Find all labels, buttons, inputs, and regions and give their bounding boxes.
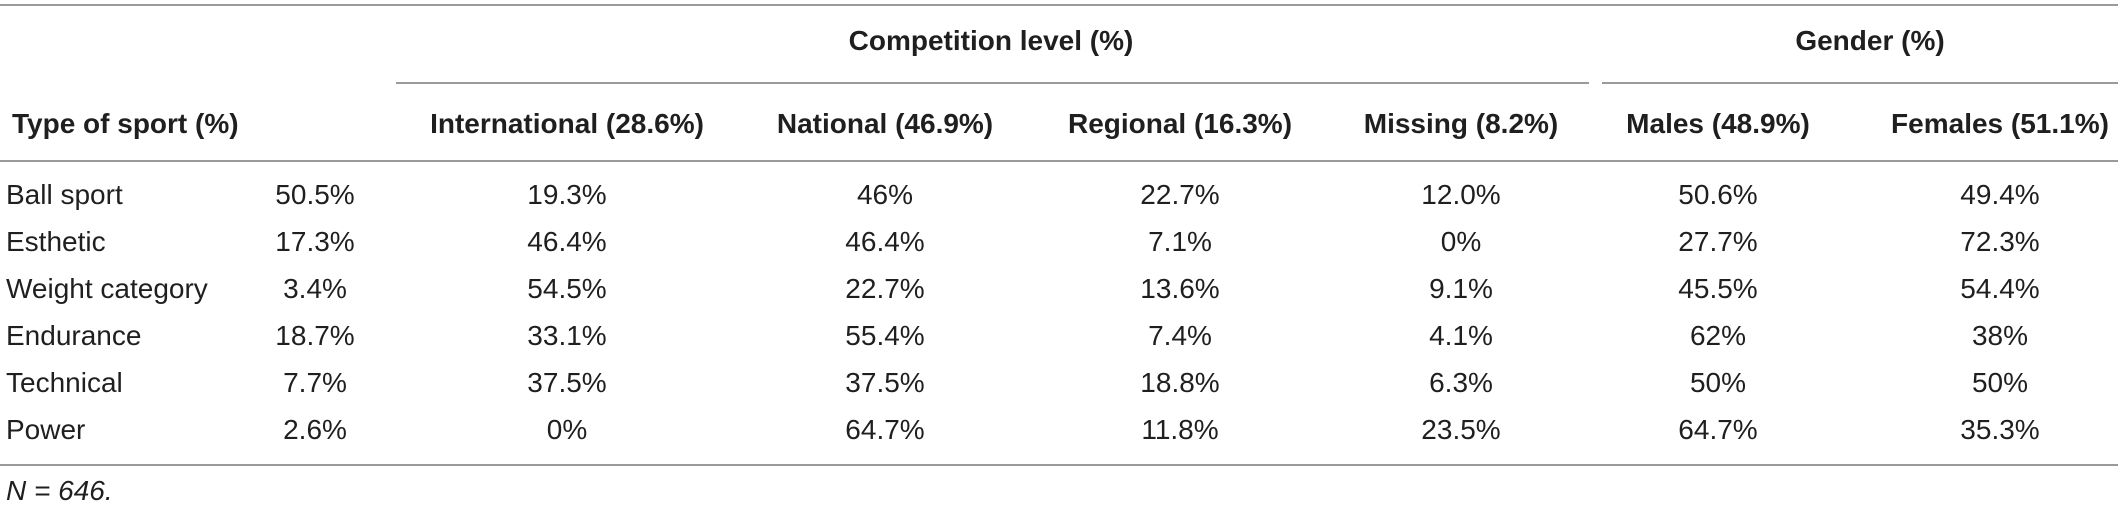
cell-sport: Technical (6, 367, 123, 398)
cell-males: 64.7% (1678, 414, 1758, 445)
header-bottom-rule (0, 160, 2118, 162)
group-header-gender: Gender (%) (1795, 25, 1945, 56)
cell-sport: Power (6, 414, 86, 445)
cell-national: 46.4% (845, 226, 925, 257)
cell-missing: 4.1% (1429, 320, 1493, 351)
column-header-missing: Missing (8.2%) (1363, 108, 1559, 139)
cell-males: 27.7% (1678, 226, 1758, 257)
cell-regional: 18.8% (1140, 367, 1220, 398)
cell-international: 37.5% (527, 367, 607, 398)
cell-males: 45.5% (1678, 273, 1758, 304)
group-rule-competition (396, 82, 1589, 84)
cell-sport: Endurance (6, 320, 142, 351)
cell-sport: Weight category (6, 273, 208, 304)
cell-regional: 7.4% (1148, 320, 1212, 351)
table-top-rule (0, 4, 2118, 6)
column-header-males: Males (48.9%) (1626, 108, 1810, 139)
column-header-females: Females (51.1%) (1891, 108, 2109, 139)
group-header-competition: Competition level (%) (848, 25, 1134, 56)
table-footnote: N = 646. (6, 475, 113, 506)
cell-males: 62% (1689, 320, 1747, 351)
cell-regional: 11.8% (1141, 414, 1219, 445)
cell-national: 55.4% (845, 320, 925, 351)
cell-sport: Esthetic (6, 226, 106, 257)
cell-females: 72.3% (1960, 226, 2040, 257)
cell-national: 22.7% (845, 273, 925, 304)
cell-sport-pct: 7.7% (283, 367, 347, 398)
cell-missing: 0% (1440, 226, 1482, 257)
cell-sport-pct: 18.7% (275, 320, 355, 351)
cell-females: 35.3% (1960, 414, 2040, 445)
cell-males: 50% (1689, 367, 1747, 398)
cell-international: 46.4% (527, 226, 607, 257)
column-header-regional: Regional (16.3%) (1067, 108, 1293, 139)
cell-sport-pct: 17.3% (275, 226, 355, 257)
cell-regional: 7.1% (1148, 226, 1212, 257)
cell-missing: 23.5% (1421, 414, 1501, 445)
group-rule-gender (1602, 82, 2118, 84)
cell-females: 54.4% (1960, 273, 2040, 304)
cell-sport: Ball sport (6, 179, 123, 210)
cell-sport-pct: 50.5% (275, 179, 355, 210)
cell-females: 38% (1971, 320, 2029, 351)
table-bottom-rule (0, 464, 2118, 466)
cell-missing: 12.0% (1421, 179, 1501, 210)
cell-international: 54.5% (527, 273, 607, 304)
cell-international: 33.1% (527, 320, 607, 351)
column-header-national: National (46.9%) (776, 108, 994, 139)
cell-missing: 6.3% (1429, 367, 1493, 398)
cell-females: 49.4% (1960, 179, 2040, 210)
cell-males: 50.6% (1678, 179, 1758, 210)
cell-national: 46% (856, 179, 914, 210)
cell-regional: 22.7% (1140, 179, 1220, 210)
cell-females: 50% (1971, 367, 2029, 398)
cell-sport-pct: 2.6% (283, 414, 347, 445)
cell-international: 0% (546, 414, 588, 445)
column-header-international: International (28.6%) (430, 108, 704, 139)
cell-national: 64.7% (845, 414, 925, 445)
column-header-type-of-sport: Type of sport (%) (12, 108, 239, 139)
cell-missing: 9.1% (1429, 273, 1493, 304)
cell-international: 19.3% (527, 179, 607, 210)
cell-regional: 13.6% (1140, 273, 1220, 304)
cell-national: 37.5% (845, 367, 925, 398)
cell-sport-pct: 3.4% (283, 273, 347, 304)
